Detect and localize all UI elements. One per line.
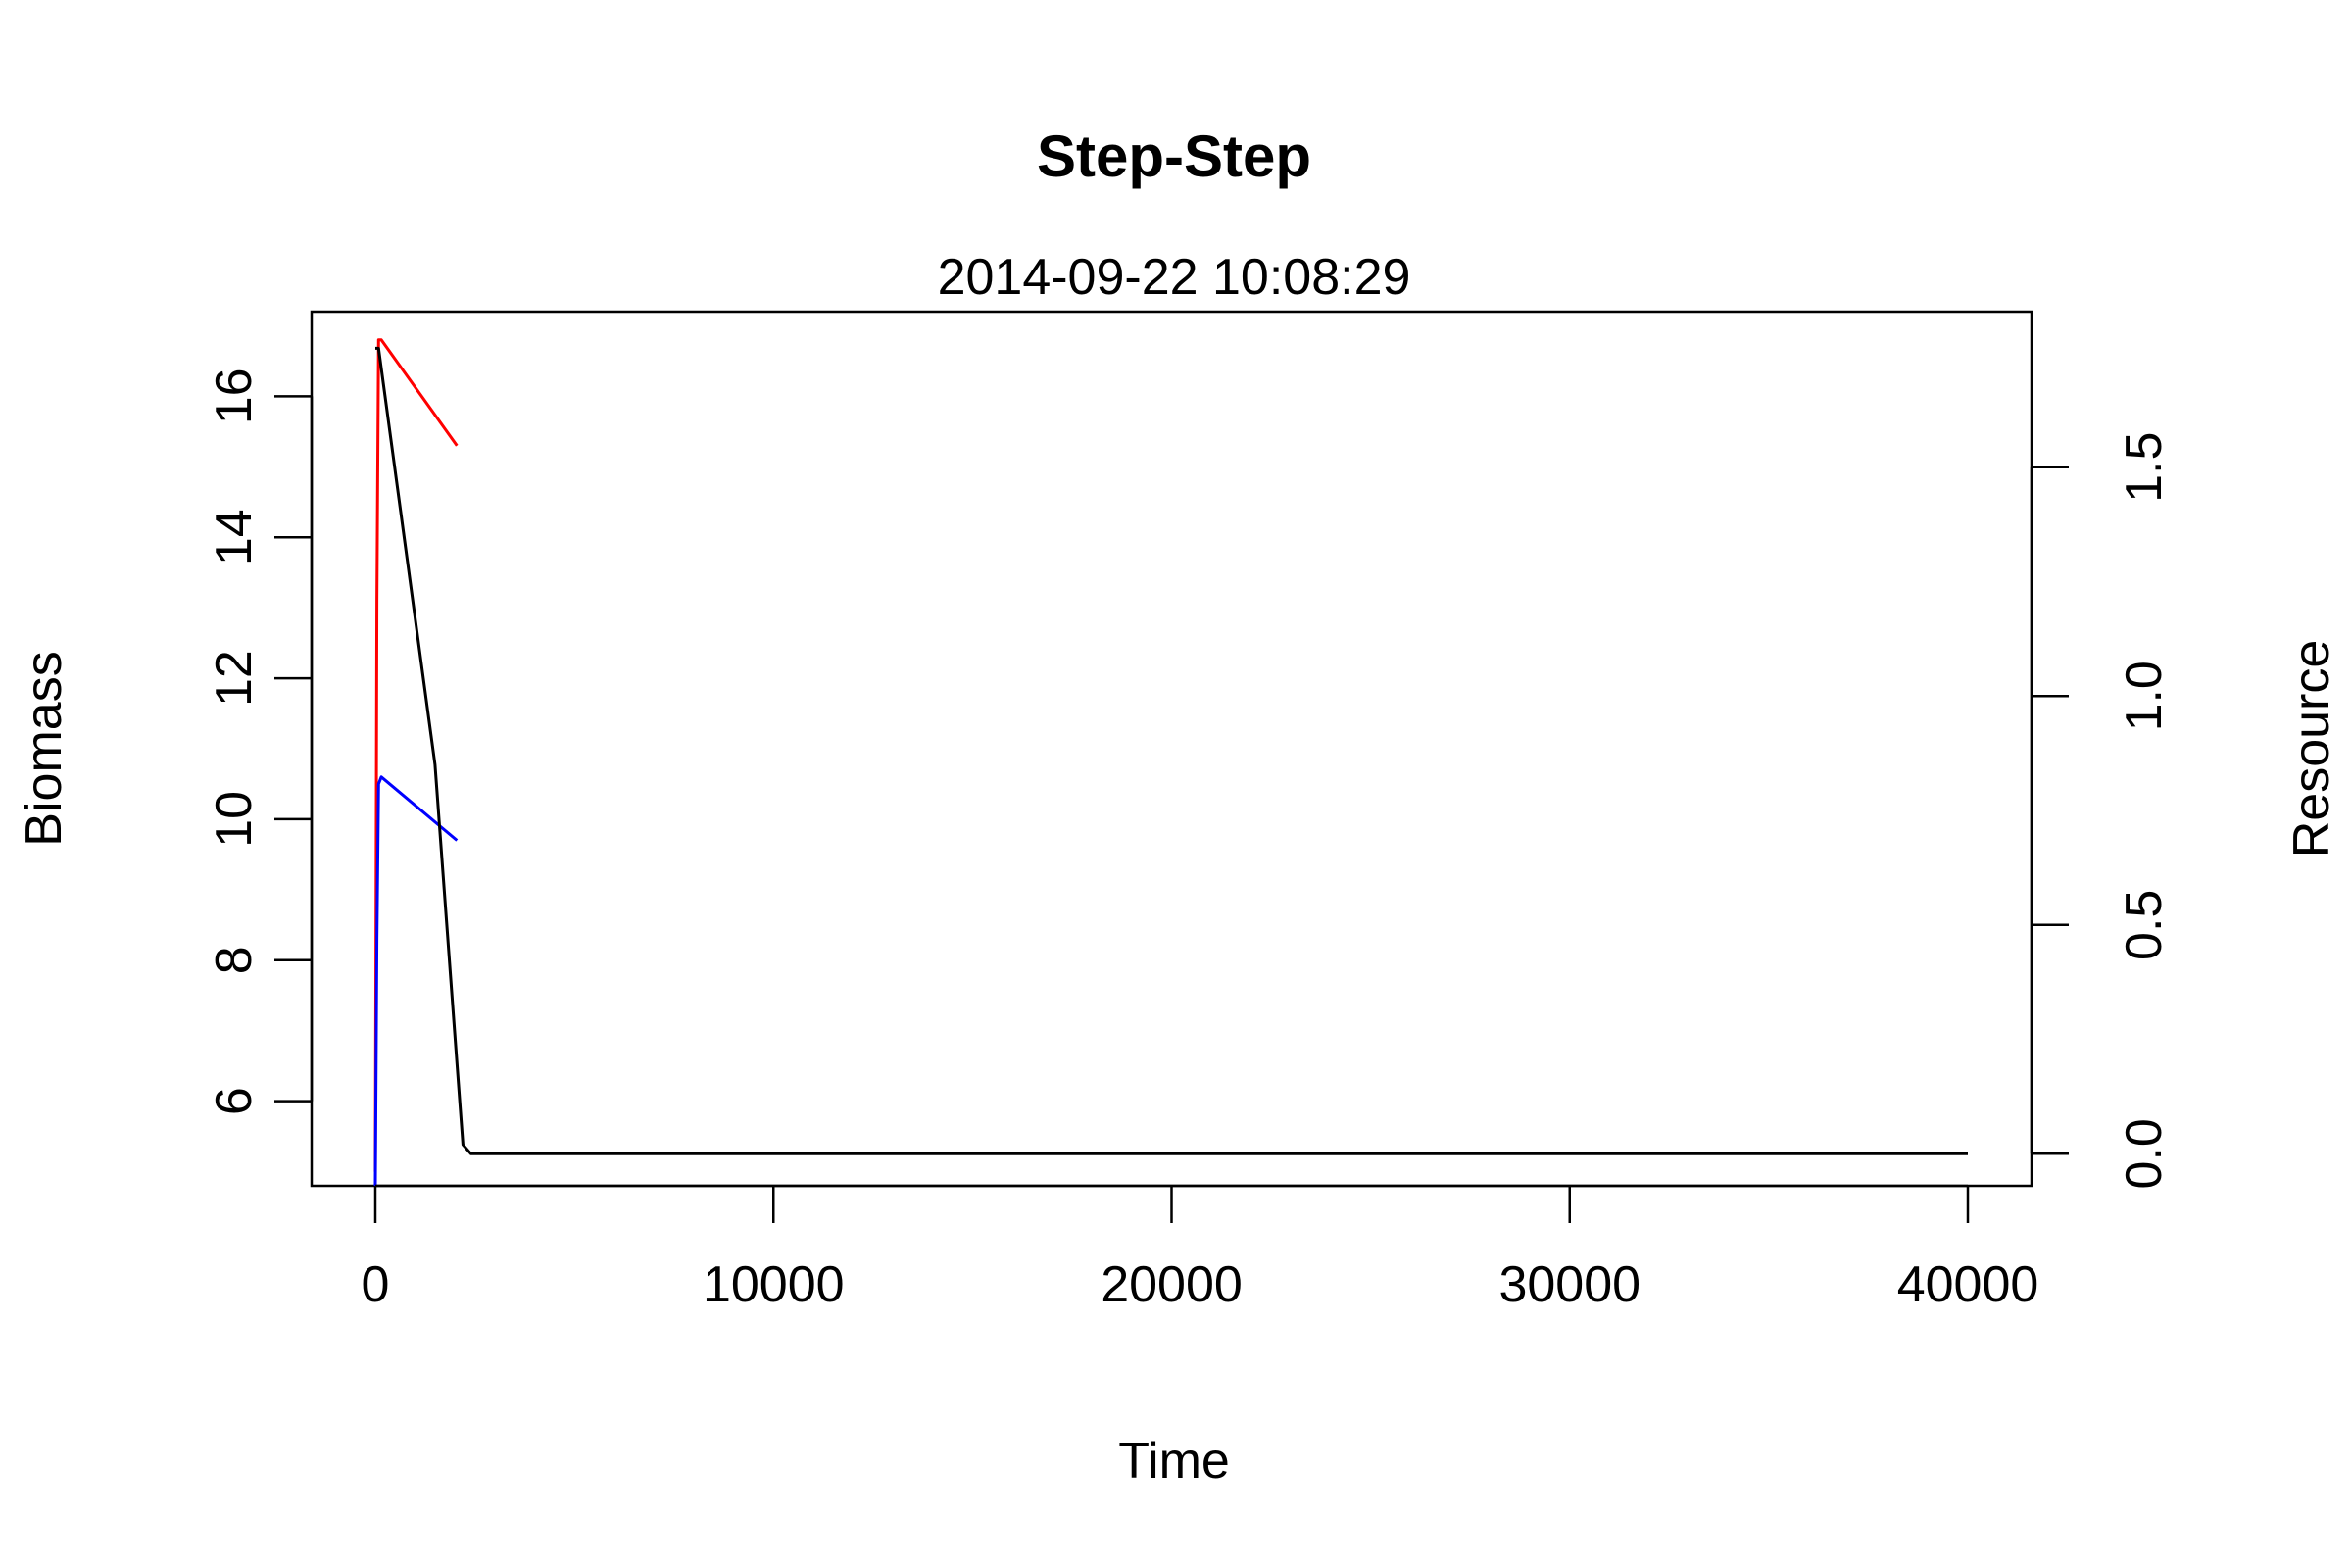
x-tick-label: 40000	[1897, 1256, 2039, 1313]
y-axis-label: Biomass	[16, 651, 73, 846]
y-tick-label: 10	[206, 791, 263, 848]
x-axis-label: Time	[1118, 1433, 1230, 1490]
x-tick-label: 20000	[1101, 1256, 1243, 1313]
y2-tick-label: 1.5	[2116, 432, 2173, 503]
y2-axis-label: Resource	[2283, 640, 2340, 858]
y-tick-label: 12	[206, 650, 263, 707]
series-line-2	[373, 775, 459, 1187]
series-layer	[373, 338, 1968, 1187]
series-line-1	[373, 338, 459, 1172]
x-axis: 0 10000 20000 30000 40000	[362, 1184, 2039, 1313]
y-tick-label: 8	[206, 946, 263, 974]
x-tick-label: 30000	[1498, 1256, 1641, 1313]
y-axis-right: 0.0 0.5 1.0 1.5	[2030, 432, 2173, 1189]
y-tick-label: 6	[206, 1087, 263, 1115]
y-axis-left: 6 8 10 12 14 16	[206, 368, 314, 1115]
chart-subtitle: 2014-09-22 10:08:29	[938, 249, 1411, 306]
y2-tick-label: 1.0	[2116, 661, 2173, 731]
y-tick-label: 16	[206, 368, 263, 424]
y2-tick-label: 0.0	[2116, 1118, 2173, 1189]
x-tick-label: 0	[362, 1256, 390, 1313]
x-tick-label: 10000	[703, 1256, 845, 1313]
series-line-3	[375, 346, 1968, 1155]
chart-title: Step-Step	[1037, 123, 1311, 189]
y2-tick-label: 0.5	[2116, 890, 2173, 960]
y-tick-label: 14	[206, 509, 263, 565]
